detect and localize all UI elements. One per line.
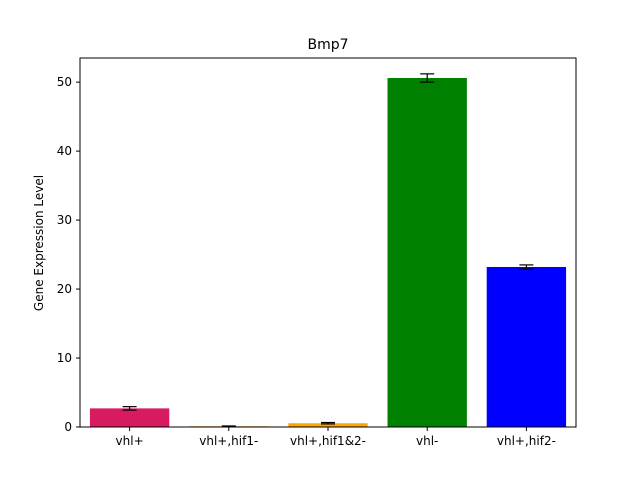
bar-5 — [486, 266, 567, 427]
y-tick-label-5: 40 — [57, 144, 72, 158]
y-tick-label-2: 10 — [57, 351, 72, 365]
bar-1 — [89, 408, 170, 427]
y-tick-label-4: 30 — [57, 213, 72, 227]
y-axis-label: Gene Expression Level — [32, 175, 46, 311]
x-tick-label-1: vhl+ — [116, 434, 144, 448]
plot-area: vhl+ vhl+,hif1- vhl+,hif1&2- vhl-vhl+,hif2-… — [57, 57, 577, 448]
y-tick-label-1: 0 — [64, 420, 72, 434]
x-tick-label-3: vhl+,hif1&2- — [290, 434, 366, 448]
y-tick-label-6: 50 — [57, 75, 72, 89]
x-tick-label-4: vhl- — [416, 434, 438, 448]
axes-frame — [79, 57, 577, 428]
bar-4 — [387, 78, 467, 428]
x-tick-label-5: vhl+,hif2- — [497, 434, 556, 448]
y-tick-label-3: 20 — [57, 282, 72, 296]
bar-3 — [288, 423, 368, 427]
chart-title: Bmp7 — [307, 37, 348, 53]
x-tick-label-2: vhl+,hif1- — [199, 434, 258, 448]
